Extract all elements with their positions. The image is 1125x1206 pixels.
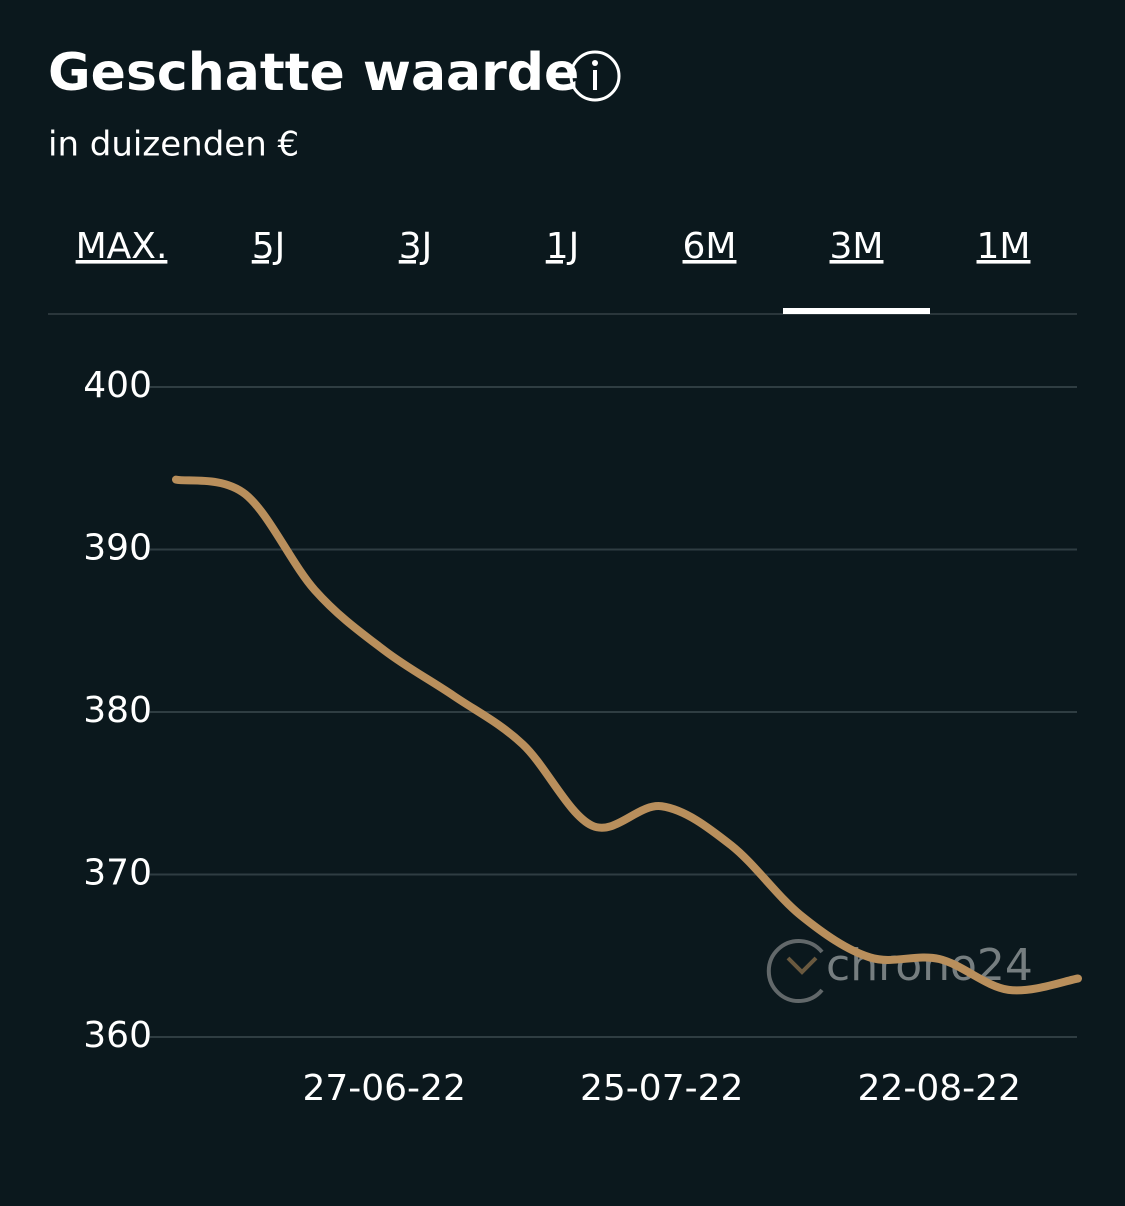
- y-tick-label: 370: [83, 853, 152, 894]
- tab[interactable]: 1J: [546, 226, 580, 267]
- tab[interactable]: 3J: [399, 226, 433, 267]
- tab[interactable]: MAX.: [76, 226, 168, 267]
- y-tick-label: 400: [83, 365, 152, 406]
- tab[interactable]: 1M: [977, 226, 1031, 267]
- y-tick-label: 360: [83, 1015, 152, 1056]
- x-tick-label: 25-07-22: [580, 1068, 743, 1109]
- y-tick-label: 380: [83, 690, 152, 731]
- tab[interactable]: 5J: [252, 226, 286, 267]
- plot: 360 370 380 390 400 27-06-22 25-07-22 22-08-22: [83, 365, 1082, 1109]
- title: Geschatte waarde: [48, 43, 579, 103]
- watermark-logo: [766, 939, 824, 1003]
- x-tick-label: 27-06-22: [302, 1068, 465, 1109]
- x-tick-label: 22-08-22: [858, 1068, 1021, 1109]
- y-tick-label: 390: [83, 528, 152, 569]
- tab[interactable]: 3M: [830, 226, 884, 267]
- subtitle: in duizenden €: [48, 125, 299, 165]
- info-icon[interactable]: [569, 50, 621, 102]
- tab-bar: MAX. 5J 3J 1J 6M 3M 1M: [76, 226, 1031, 314]
- tab-indicator: [783, 308, 930, 314]
- watermark: chrono24: [826, 940, 1033, 991]
- tab[interactable]: 6M: [683, 226, 737, 267]
- line: [172, 475, 1082, 995]
